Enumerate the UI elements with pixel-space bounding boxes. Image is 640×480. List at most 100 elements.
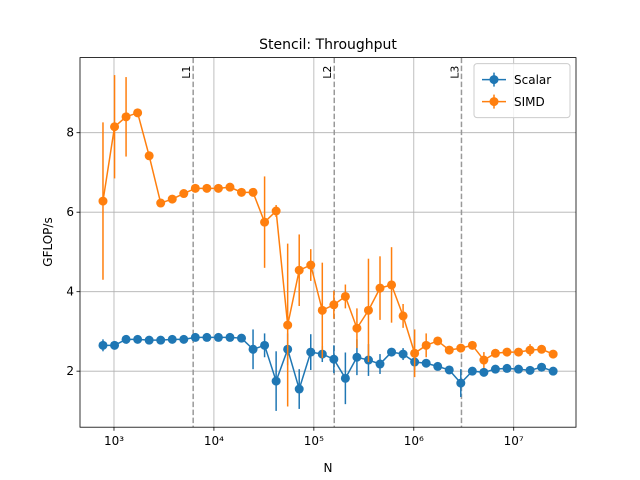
data-point [98, 340, 108, 350]
data-point [190, 183, 200, 193]
data-point [421, 358, 431, 368]
data-point [190, 332, 200, 342]
data-point [525, 365, 535, 375]
data-point [306, 347, 316, 357]
data-point [421, 340, 431, 350]
data-point [525, 345, 535, 355]
data-point [456, 343, 466, 353]
x-tick-label: 10⁵ [304, 434, 324, 448]
series-line [102, 336, 554, 392]
data-point [121, 334, 131, 344]
data-point [179, 334, 189, 344]
data-point [398, 349, 408, 359]
data-point [398, 311, 408, 321]
data-point [156, 198, 166, 208]
data-point [202, 332, 212, 342]
data-point [202, 183, 212, 193]
data-point [260, 217, 270, 227]
data-point [294, 384, 304, 394]
data-point [467, 366, 477, 376]
reference-label: L2 [321, 66, 334, 79]
data-point [225, 332, 235, 342]
data-point [144, 151, 154, 161]
x-tick-label: 10⁷ [504, 434, 524, 448]
legend-label: SIMD [514, 95, 545, 109]
x-tick-label: 10³ [104, 434, 124, 448]
data-point [248, 344, 258, 354]
data-point [410, 348, 420, 358]
data-point [283, 320, 293, 330]
data-point [514, 347, 524, 357]
data-point [375, 359, 385, 369]
data-point [213, 332, 223, 342]
legend-label: Scalar [514, 73, 551, 87]
data-point [271, 376, 281, 386]
data-point [306, 260, 316, 270]
data-point [329, 354, 339, 364]
y-tick-label: 6 [66, 205, 74, 219]
chart-title: Stencil: Throughput [259, 37, 397, 53]
reference-label: L1 [180, 66, 193, 79]
data-point [144, 335, 154, 345]
plot-frame [79, 57, 577, 428]
data-point [156, 335, 166, 345]
x-axis-label: N [324, 461, 333, 475]
data-point [340, 373, 350, 383]
legend-box [473, 63, 571, 119]
data-point [537, 362, 547, 372]
data-point [352, 352, 362, 362]
legend-marker [489, 97, 499, 107]
data-point [479, 367, 489, 377]
data-point [502, 347, 512, 357]
x-tick-label: 10⁶ [404, 434, 424, 448]
data-point [548, 349, 558, 359]
data-point [110, 122, 120, 132]
data-point [237, 333, 247, 343]
reference-label: L3 [448, 66, 461, 79]
data-point [456, 378, 466, 388]
data-point [490, 348, 500, 358]
y-tick-label: 8 [66, 126, 74, 140]
data-point [479, 355, 489, 365]
data-point [444, 365, 454, 375]
data-point [375, 283, 385, 293]
data-point [133, 108, 143, 118]
x-tick-label: 10⁴ [204, 434, 224, 448]
data-point [514, 364, 524, 374]
legend-marker [489, 75, 499, 85]
data-point [225, 182, 235, 192]
data-point [271, 206, 281, 216]
data-point [433, 336, 443, 346]
series-line [102, 111, 554, 362]
data-point [237, 187, 247, 197]
data-point [363, 305, 373, 315]
data-point [537, 344, 547, 354]
data-point [213, 183, 223, 193]
data-point [444, 345, 454, 355]
data-point [294, 265, 304, 275]
data-point [352, 323, 362, 333]
data-point [248, 187, 258, 197]
data-point [167, 194, 177, 204]
y-tick-label: 2 [66, 364, 74, 378]
data-point [133, 334, 143, 344]
data-point [340, 291, 350, 301]
data-point [121, 112, 131, 122]
data-point [110, 340, 120, 350]
data-point [490, 364, 500, 374]
data-point [329, 300, 339, 310]
data-point [260, 340, 270, 350]
data-point [467, 340, 477, 350]
y-axis-label: GFLOP/s [41, 217, 55, 266]
data-point [502, 363, 512, 373]
data-point [548, 366, 558, 376]
data-point [167, 334, 177, 344]
data-point [179, 189, 189, 199]
data-point [317, 305, 327, 315]
data-point [387, 347, 397, 357]
data-point [98, 196, 108, 206]
data-point [433, 361, 443, 371]
data-point [387, 280, 397, 290]
y-tick-label: 4 [66, 285, 74, 299]
